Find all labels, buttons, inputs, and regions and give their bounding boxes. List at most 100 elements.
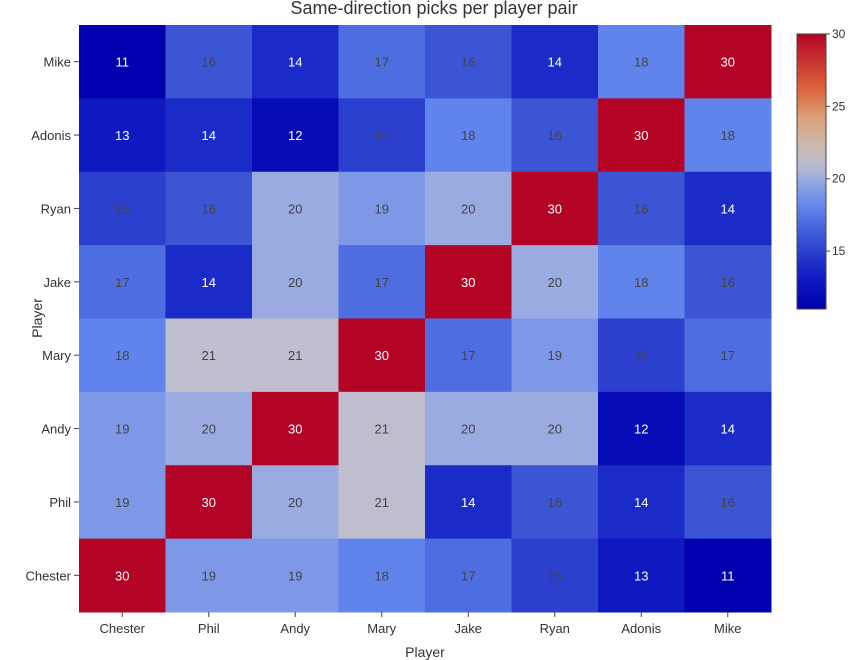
heatmap-cell: [598, 245, 685, 319]
cell-value-label: 20: [548, 422, 562, 437]
heatmap-cell: [425, 171, 512, 246]
colorbar-gradient: [796, 33, 827, 310]
heatmap-cell: [165, 465, 253, 540]
x-tick-label: Andy: [280, 621, 310, 636]
x-axis-title: Player: [405, 644, 445, 660]
cell-value-label: 14: [202, 275, 216, 290]
cell-value-label: 17: [721, 348, 735, 363]
y-tick-label: Chester: [25, 568, 71, 583]
cell-value-label: 13: [634, 568, 648, 583]
cell-value-label: 20: [288, 495, 302, 510]
heatmap-cell: [425, 391, 512, 466]
colorbar-tick-label: 25: [832, 99, 846, 113]
heatmap-cell: [598, 391, 685, 466]
heatmap-cell: [79, 98, 166, 173]
heatmap-cell: [684, 245, 772, 319]
cell-value-label: 30: [461, 275, 475, 290]
cell-value-label: 17: [375, 275, 389, 290]
x-tick-label: Chester: [99, 621, 145, 636]
cell-value-label: 15: [375, 128, 389, 143]
cell-value-label: 12: [288, 128, 302, 143]
heatmap-cell: [598, 171, 685, 246]
cell-value-label: 20: [202, 422, 216, 437]
heatmap-cell: [598, 538, 685, 613]
heatmap-cell: [79, 318, 166, 393]
colorbar-tick-label: 15: [832, 244, 846, 258]
heatmap-cell: [165, 318, 253, 393]
cell-value-label: 20: [548, 275, 562, 290]
cell-value-label: 30: [721, 55, 735, 70]
heatmap-cell: [165, 538, 253, 613]
heatmap-cell: [598, 318, 685, 393]
heatmap-cell: [252, 391, 339, 466]
heatmap-cell: [425, 98, 512, 173]
y-tick-label: Mary: [42, 348, 71, 363]
cell-value-label: 16: [548, 128, 562, 143]
cell-value-label: 16: [721, 275, 735, 290]
cell-value-label: 15: [634, 348, 648, 363]
heatmap-cell: [598, 25, 685, 99]
cell-value-label: 19: [115, 495, 129, 510]
heatmap-cell: [165, 391, 253, 466]
heatmap-cell: [165, 245, 253, 319]
heatmap-cell: [684, 465, 772, 540]
x-tick-label: Phil: [198, 621, 220, 636]
heatmap-cell: [338, 465, 426, 540]
cell-value-label: 16: [202, 201, 216, 216]
cell-value-label: 16: [461, 55, 475, 70]
heatmap-cell: [598, 98, 685, 173]
heatmap-cell: [79, 465, 166, 540]
cell-value-label: 18: [115, 348, 129, 363]
heatmap-cell: [425, 538, 512, 613]
cell-value-label: 14: [721, 422, 735, 437]
cell-value-label: 30: [115, 568, 129, 583]
chart-title: Same-direction picks per player pair: [290, 0, 577, 18]
y-tick-label: Phil: [49, 495, 71, 510]
heatmap-cell: [252, 25, 339, 99]
heatmap-cell: [252, 245, 339, 319]
cell-value-label: 16: [548, 495, 562, 510]
cell-value-label: 18: [721, 128, 735, 143]
heatmap-cell: [511, 98, 599, 173]
cell-value-label: 12: [634, 422, 648, 437]
heatmap-cell: [79, 245, 166, 319]
y-tick-label: Mike: [44, 55, 71, 70]
cell-value-label: 17: [461, 568, 475, 583]
heatmap-cell: [511, 538, 599, 613]
heatmap-cell: [252, 98, 339, 173]
cell-value-label: 17: [115, 275, 129, 290]
cell-value-label: 21: [202, 348, 216, 363]
cell-value-label: 30: [288, 422, 302, 437]
heatmap-cell: [511, 318, 599, 393]
colorbar-tick-label: 20: [832, 172, 846, 186]
y-tick-label: Andy: [41, 422, 71, 437]
heatmap-cell: [338, 245, 426, 319]
cell-value-label: 19: [202, 568, 216, 583]
x-tick-label: Ryan: [540, 621, 570, 636]
cell-value-label: 21: [288, 348, 302, 363]
heatmap-cells: 11 16 14 17 16 14 18 30 13 14 12 15 18 16 30 18 15 16 20 19…: [79, 25, 772, 613]
cell-value-label: 15: [548, 568, 562, 583]
heatmap-cell: [425, 25, 512, 99]
cell-value-label: 11: [116, 55, 130, 70]
heatmap-cell: [252, 538, 339, 613]
heatmap-cell: [338, 391, 426, 466]
y-tick-label: Jake: [44, 275, 71, 290]
heatmap-cell: [338, 171, 426, 246]
heatmap-cell: [252, 465, 339, 540]
heatmap-cell: [684, 98, 772, 173]
x-tick-label: Jake: [455, 621, 482, 636]
heatmap-cell: [511, 245, 599, 319]
heatmap-cell: [425, 318, 512, 393]
cell-value-label: 13: [115, 128, 129, 143]
heatmap-cell: [684, 318, 772, 393]
cell-value-label: 14: [202, 128, 216, 143]
heatmap-cell: [511, 465, 599, 540]
cell-value-label: 18: [461, 128, 475, 143]
heatmap-cell: [684, 538, 772, 613]
cell-value-label: 19: [375, 201, 389, 216]
x-tick-label: Mike: [714, 621, 741, 636]
heatmap-cell: [338, 25, 426, 99]
cell-value-label: 18: [375, 568, 389, 583]
cell-value-label: 11: [721, 568, 735, 583]
